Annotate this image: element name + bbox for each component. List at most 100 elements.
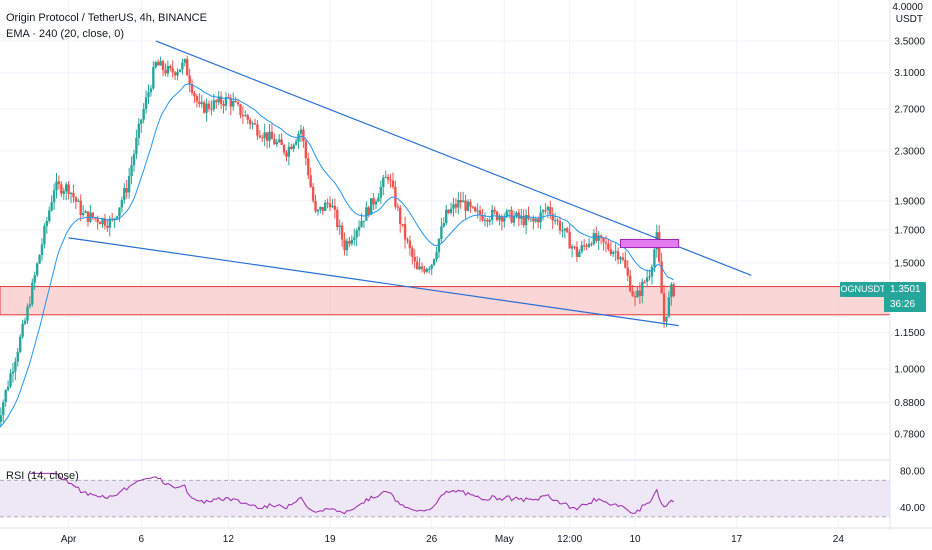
candle-body bbox=[28, 304, 32, 307]
candle-body bbox=[50, 202, 53, 211]
resistance-box[interactable] bbox=[619, 238, 680, 249]
rsi-band bbox=[0, 480, 890, 517]
candle-body bbox=[641, 281, 644, 296]
price-tick-label: 1.1500 bbox=[894, 328, 925, 339]
price-tick-label: 0.7800 bbox=[894, 430, 925, 441]
candle-body bbox=[309, 175, 312, 187]
candle-body bbox=[520, 215, 523, 219]
candle-body bbox=[551, 214, 554, 221]
candle-body bbox=[454, 204, 458, 208]
candle-body bbox=[60, 184, 63, 194]
candle-body bbox=[452, 204, 455, 209]
candle-body bbox=[515, 212, 518, 217]
price-tick-label: 2.3000 bbox=[894, 146, 925, 157]
candle-body bbox=[321, 206, 324, 211]
candle-body bbox=[408, 240, 412, 249]
candle-body bbox=[270, 131, 274, 140]
candle-body bbox=[667, 297, 671, 317]
candle-body bbox=[399, 207, 402, 225]
candle-body bbox=[587, 243, 591, 247]
candle-body bbox=[607, 243, 610, 250]
candle-body bbox=[178, 69, 182, 72]
candle-body bbox=[23, 320, 27, 324]
price-tick-label: 3.5000 bbox=[894, 36, 925, 47]
candle-body bbox=[476, 210, 479, 212]
price-tick-label: 3.1000 bbox=[894, 68, 925, 79]
time-tick-label: 10 bbox=[629, 534, 641, 545]
candle-body bbox=[207, 103, 211, 109]
candle-body bbox=[488, 220, 491, 222]
candle-body bbox=[188, 75, 191, 85]
candle-body bbox=[292, 144, 295, 149]
candle-body bbox=[74, 197, 78, 202]
candle-body bbox=[72, 192, 75, 198]
candle-body bbox=[35, 263, 39, 276]
candle-body bbox=[331, 205, 334, 208]
candle-body bbox=[445, 209, 448, 224]
candle-body bbox=[280, 139, 283, 145]
candle-body bbox=[597, 235, 600, 241]
candle-body bbox=[665, 316, 668, 322]
candle-body bbox=[290, 146, 293, 149]
candle-body bbox=[285, 152, 288, 157]
candle-body bbox=[239, 104, 242, 116]
candle-body bbox=[461, 200, 465, 203]
candle-body bbox=[333, 205, 337, 210]
candle-body bbox=[294, 141, 298, 145]
candle-body bbox=[253, 123, 257, 125]
candle-body bbox=[190, 84, 194, 93]
candle-body bbox=[232, 101, 235, 107]
candle-body bbox=[195, 96, 199, 102]
candle-body bbox=[57, 181, 61, 185]
last-price-tag: 1.3501 36:26 bbox=[884, 282, 926, 312]
candle-body bbox=[79, 200, 82, 216]
candle-body bbox=[261, 137, 264, 139]
candle-body bbox=[248, 119, 252, 125]
candle-body bbox=[578, 251, 581, 257]
candle-body bbox=[21, 323, 24, 337]
upper-trendline[interactable] bbox=[155, 40, 752, 276]
candle-body bbox=[193, 92, 196, 97]
candle-body bbox=[19, 336, 22, 352]
candle-body bbox=[251, 123, 254, 125]
candle-body bbox=[176, 71, 179, 76]
candle-body bbox=[229, 97, 232, 107]
price-tick-label: 1.9000 bbox=[894, 196, 925, 207]
time-tick-label: May bbox=[495, 534, 514, 545]
candle-body bbox=[166, 66, 170, 74]
candle-body bbox=[624, 259, 627, 268]
candle-body bbox=[561, 230, 564, 232]
rsi-legend: RSI (14, close) bbox=[6, 470, 79, 482]
candle-body bbox=[9, 373, 12, 387]
candle-body bbox=[224, 97, 228, 106]
candle-body bbox=[541, 210, 545, 213]
candle-body bbox=[389, 179, 392, 181]
candle-body bbox=[638, 290, 642, 296]
candle-body bbox=[507, 210, 511, 212]
price-tick-label: 1.5000 bbox=[894, 258, 925, 269]
candle-body bbox=[215, 100, 218, 103]
candle-body bbox=[645, 277, 649, 282]
candle-body bbox=[236, 102, 240, 105]
candle-body bbox=[423, 269, 426, 272]
candle-body bbox=[522, 215, 525, 226]
symbol-tag: OGNUSDT bbox=[840, 282, 886, 297]
chart-title: Origin Protocol / TetherUS, 4h, BINANCE bbox=[6, 12, 207, 24]
lower-trendline[interactable] bbox=[68, 237, 679, 327]
candle-body bbox=[558, 221, 562, 231]
time-tick-label: 6 bbox=[138, 534, 144, 545]
candle-body bbox=[123, 188, 126, 200]
candle-body bbox=[316, 209, 320, 212]
candle-body bbox=[2, 402, 5, 416]
candle-body bbox=[343, 239, 346, 251]
candle-body bbox=[428, 268, 431, 270]
candle-body bbox=[619, 257, 622, 260]
candle-body bbox=[568, 231, 571, 249]
candle-body bbox=[217, 96, 220, 103]
candle-body bbox=[135, 137, 138, 155]
candle-body bbox=[345, 240, 349, 251]
candle-body bbox=[582, 245, 586, 247]
candle-body bbox=[648, 276, 651, 278]
candle-body bbox=[566, 228, 569, 232]
